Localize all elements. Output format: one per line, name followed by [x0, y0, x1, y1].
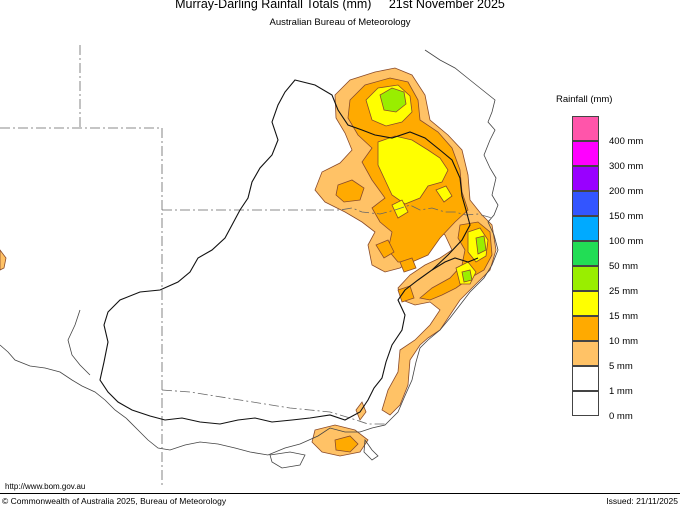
legend-label: 200 mm — [609, 186, 644, 197]
legend-label: 0 mm — [609, 411, 633, 422]
legend-title: Rainfall (mm) — [556, 94, 613, 105]
legend-swatch — [572, 391, 599, 416]
bom-url: http://www.bom.gov.au — [5, 482, 86, 491]
legend-label: 10 mm — [609, 336, 639, 347]
map-title: Murray-Darling Rainfall Totals (mm) 21st… — [175, 0, 505, 11]
legend-label: 150 mm — [609, 211, 644, 222]
legend-swatch — [572, 316, 599, 341]
rainfall-25-50mm-areas — [379, 87, 487, 283]
legend-label: 25 mm — [609, 286, 639, 297]
legend-swatch — [572, 341, 599, 366]
legend-label: 50 mm — [609, 261, 639, 272]
footer-divider — [0, 493, 680, 494]
legend-label: 100 mm — [609, 236, 644, 247]
copyright-text: © Commonwealth of Australia 2025, Bureau… — [2, 496, 227, 506]
legend-swatch — [572, 191, 599, 216]
coastline — [0, 49, 499, 469]
legend-swatch — [572, 241, 599, 266]
rainfall-map — [0, 45, 499, 485]
legend-label: 1 mm — [609, 386, 633, 397]
legend-label: 300 mm — [609, 161, 644, 172]
legend-swatch — [572, 216, 599, 241]
legend-swatch — [572, 166, 599, 191]
basin-boundary — [99, 79, 479, 425]
legend-swatch — [572, 116, 599, 141]
legend-label: 400 mm — [609, 136, 644, 147]
map-subtitle: Australian Bureau of Meteorology — [269, 17, 411, 28]
legend-label: 15 mm — [609, 311, 639, 322]
issued-date: Issued: 21/11/2025 — [606, 496, 678, 506]
legend-swatch — [572, 366, 599, 391]
state-borders — [0, 45, 493, 485]
legend-swatch — [572, 266, 599, 291]
legend-swatch — [572, 291, 599, 316]
legend-label: 5 mm — [609, 361, 633, 372]
legend-swatch — [572, 141, 599, 166]
